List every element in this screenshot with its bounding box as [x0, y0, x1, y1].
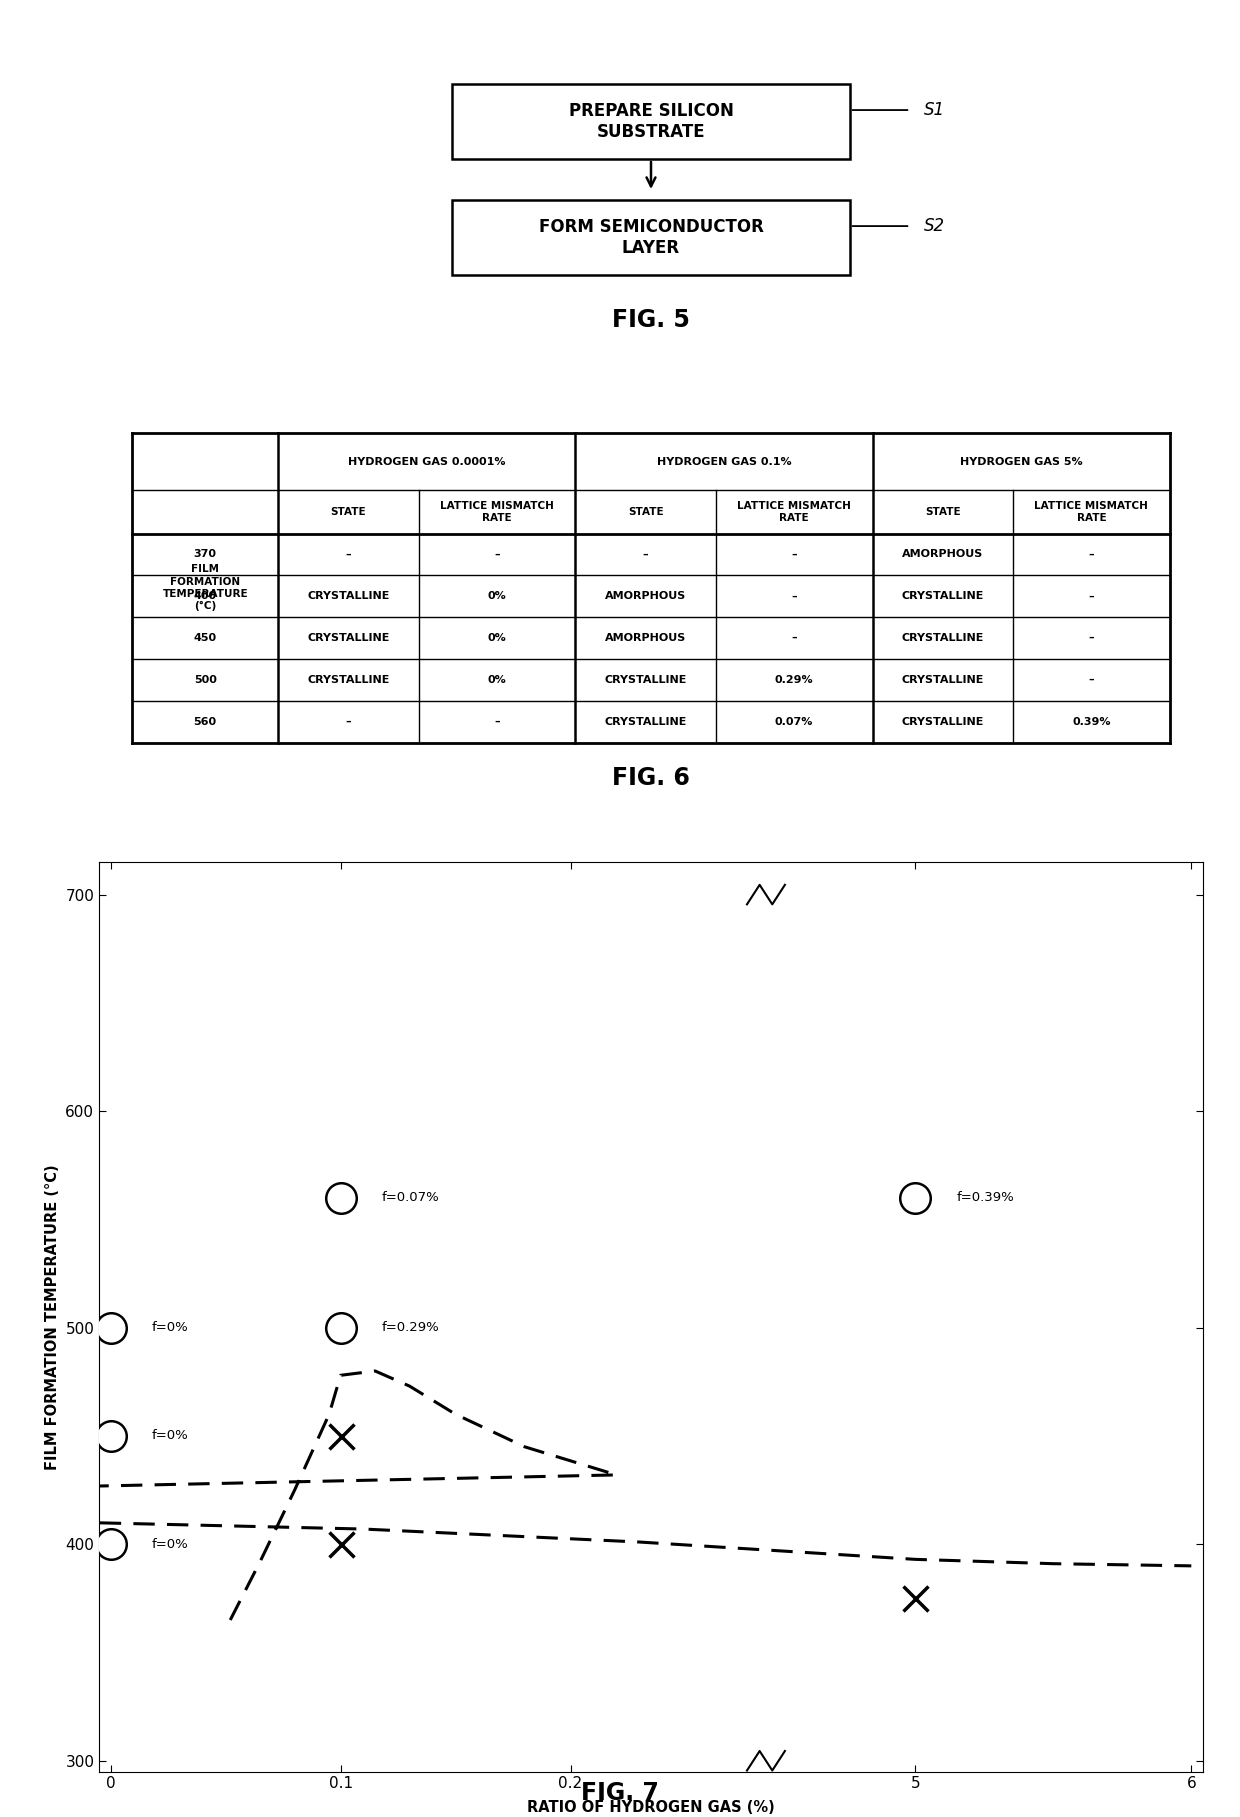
Text: HYDROGEN GAS 0.1%: HYDROGEN GAS 0.1%	[657, 456, 791, 467]
Text: f=0%: f=0%	[153, 1430, 188, 1443]
Text: CRYSTALLINE: CRYSTALLINE	[308, 591, 389, 601]
Text: 0.39%: 0.39%	[1073, 716, 1111, 727]
Text: 500: 500	[193, 674, 217, 685]
Text: CRYSTALLINE: CRYSTALLINE	[308, 674, 389, 685]
Text: FILM
FORMATION
TEMPERATURE
(°C): FILM FORMATION TEMPERATURE (°C)	[162, 563, 248, 611]
Text: STATE: STATE	[925, 507, 961, 516]
Text: FIG. 5: FIG. 5	[613, 309, 689, 333]
Text: 0%: 0%	[487, 674, 506, 685]
Text: HYDROGEN GAS 0.0001%: HYDROGEN GAS 0.0001%	[348, 456, 506, 467]
Text: S2: S2	[924, 216, 945, 234]
X-axis label: RATIO OF HYDROGEN GAS (%): RATIO OF HYDROGEN GAS (%)	[527, 1801, 775, 1815]
Text: CRYSTALLINE: CRYSTALLINE	[901, 674, 985, 685]
Text: –: –	[1089, 549, 1094, 560]
Text: –: –	[495, 716, 500, 727]
Text: 370: 370	[193, 549, 217, 560]
Text: 0.07%: 0.07%	[775, 716, 813, 727]
Text: FIG. 6: FIG. 6	[613, 767, 689, 790]
Text: STATE: STATE	[331, 507, 366, 516]
Text: FIG. 7: FIG. 7	[582, 1781, 658, 1806]
Text: CRYSTALLINE: CRYSTALLINE	[604, 716, 687, 727]
FancyBboxPatch shape	[453, 84, 849, 158]
Text: –: –	[1089, 591, 1094, 601]
Text: CRYSTALLINE: CRYSTALLINE	[901, 632, 985, 643]
Text: –: –	[791, 632, 797, 643]
Text: STATE: STATE	[627, 507, 663, 516]
Text: –: –	[495, 549, 500, 560]
Text: LATTICE MISMATCH
RATE: LATTICE MISMATCH RATE	[738, 501, 851, 523]
Y-axis label: FILM FORMATION TEMPERATURE (°C): FILM FORMATION TEMPERATURE (°C)	[45, 1165, 60, 1470]
Text: f=0.29%: f=0.29%	[382, 1321, 440, 1334]
Text: S1: S1	[924, 102, 945, 120]
Text: –: –	[1089, 632, 1094, 643]
Text: CRYSTALLINE: CRYSTALLINE	[604, 674, 687, 685]
Text: f=0.39%: f=0.39%	[957, 1192, 1014, 1205]
Text: 0%: 0%	[487, 591, 506, 601]
Text: 0.29%: 0.29%	[775, 674, 813, 685]
Text: f=0%: f=0%	[153, 1321, 188, 1334]
Text: –: –	[346, 716, 351, 727]
Text: CRYSTALLINE: CRYSTALLINE	[901, 591, 985, 601]
Text: –: –	[1089, 674, 1094, 685]
Text: –: –	[791, 549, 797, 560]
Text: 0%: 0%	[487, 632, 506, 643]
Text: f=0%: f=0%	[153, 1537, 188, 1550]
Text: 400: 400	[193, 591, 217, 601]
Text: AMORPHOUS: AMORPHOUS	[605, 632, 686, 643]
Text: CRYSTALLINE: CRYSTALLINE	[901, 716, 985, 727]
Text: 560: 560	[193, 716, 217, 727]
Text: CRYSTALLINE: CRYSTALLINE	[308, 632, 389, 643]
Text: HYDROGEN GAS 5%: HYDROGEN GAS 5%	[960, 456, 1083, 467]
Text: f=0.07%: f=0.07%	[382, 1192, 440, 1205]
Text: AMORPHOUS: AMORPHOUS	[605, 591, 686, 601]
Text: 450: 450	[193, 632, 217, 643]
Text: AMORPHOUS: AMORPHOUS	[903, 549, 983, 560]
Text: –: –	[791, 591, 797, 601]
Text: –: –	[642, 549, 649, 560]
Text: –: –	[346, 549, 351, 560]
Text: PREPARE SILICON
SUBSTRATE: PREPARE SILICON SUBSTRATE	[569, 102, 733, 140]
Text: FORM SEMICONDUCTOR
LAYER: FORM SEMICONDUCTOR LAYER	[538, 218, 764, 256]
Text: LATTICE MISMATCH
RATE: LATTICE MISMATCH RATE	[440, 501, 554, 523]
FancyBboxPatch shape	[453, 200, 849, 274]
Text: LATTICE MISMATCH
RATE: LATTICE MISMATCH RATE	[1034, 501, 1148, 523]
